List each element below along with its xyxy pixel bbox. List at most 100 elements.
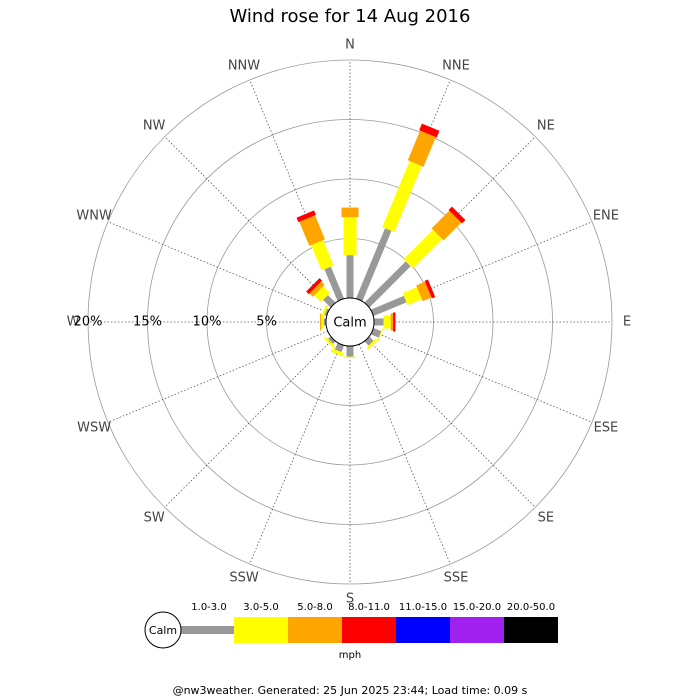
legend-swatch [396, 617, 450, 643]
spoke [358, 344, 451, 565]
bar-segment [346, 255, 354, 298]
bar-segment [346, 346, 354, 357]
bar-segment [370, 295, 407, 317]
spoke [249, 344, 342, 565]
bar-segment [448, 206, 466, 224]
bar-segment [306, 278, 323, 295]
legend-swatch [180, 626, 234, 634]
direction-label: W [67, 315, 80, 330]
bar-segment [424, 279, 436, 299]
bar-segment [311, 240, 334, 271]
bar-segment [320, 304, 329, 318]
spoke [164, 338, 334, 508]
legend-swatch [450, 617, 504, 643]
spoke [366, 338, 536, 508]
bar-segment [355, 228, 392, 302]
bar-segment [390, 313, 394, 331]
bar-segment [334, 342, 345, 353]
bar-segment [328, 336, 336, 344]
direction-bar [306, 278, 336, 308]
legend-swatch [288, 617, 342, 643]
r-tick-label: 15% [133, 315, 162, 330]
direction-label: NNW [228, 59, 260, 74]
spoke [107, 330, 328, 423]
bar-segment [321, 315, 324, 329]
legend-label: 3.0-5.0 [243, 602, 278, 613]
bar-segment [364, 261, 411, 308]
bar-segment [322, 294, 336, 308]
direction-bar [330, 342, 345, 357]
bar-segment [402, 287, 422, 306]
bar-segment [366, 338, 378, 350]
direction-bar [370, 279, 436, 317]
bar-segment [343, 356, 357, 358]
bar-segment [364, 336, 374, 346]
grid-ring [87, 59, 613, 585]
footer: @nw3weather. Generated: 25 Jun 2025 23:4… [173, 684, 528, 697]
direction-label: N [345, 38, 355, 53]
direction-label: ESE [594, 421, 619, 436]
bar-segment [393, 312, 396, 332]
bar-segment [296, 210, 316, 223]
bar-segment [374, 318, 384, 326]
bar-segment [382, 161, 422, 232]
bar-segment [299, 215, 325, 246]
direction-bar [343, 346, 357, 358]
bar-segment [383, 315, 391, 329]
bar-segment [416, 281, 432, 302]
direction-bar [370, 327, 384, 341]
legend-label: 20.0-50.0 [507, 602, 555, 613]
bar-segment [370, 327, 382, 338]
direction-label: ENE [593, 208, 619, 223]
bar-segment [377, 328, 384, 341]
legend-label: 11.0-15.0 [399, 602, 447, 613]
direction-bar [374, 312, 396, 332]
bar-segment [403, 229, 443, 269]
spoke [107, 221, 328, 314]
calm-label: Calm [333, 316, 366, 331]
calm-circle [325, 297, 375, 347]
direction-bar [341, 207, 359, 298]
spoke [164, 136, 334, 306]
r-tick-label: 20% [74, 315, 103, 330]
legend-label: 5.0-8.0 [297, 602, 332, 613]
direction-label: NE [537, 119, 555, 134]
legend-label: 8.0-11.0 [348, 602, 390, 613]
bar-segment [320, 313, 322, 331]
bar-segment [343, 217, 357, 256]
direction-bar [320, 313, 327, 331]
bar-segment [324, 336, 336, 348]
bar-segment [323, 318, 327, 326]
legend-swatch [234, 617, 288, 643]
direction-label: WNW [76, 208, 112, 223]
legend-calm-label: Calm [149, 624, 177, 637]
direction-label: SSW [229, 570, 259, 585]
direction-bar [324, 336, 336, 348]
legend-label: 15.0-20.0 [453, 602, 501, 613]
legend-label: 1.0-3.0 [191, 602, 226, 613]
direction-label: NNE [442, 59, 470, 74]
direction-label: SSE [444, 570, 469, 585]
direction-bar [320, 304, 330, 318]
direction-label: S [346, 592, 354, 607]
direction-label: SE [538, 510, 554, 525]
bar-segment [407, 130, 436, 167]
bar-segment [324, 308, 330, 317]
direction-bar [364, 336, 378, 350]
bar-segment [330, 348, 345, 357]
spoke [372, 330, 593, 423]
legend-calm-circle [144, 611, 182, 649]
direction-bar [355, 123, 440, 302]
direction-label: SW [144, 510, 165, 525]
legend-title: mph [339, 650, 361, 661]
bar-segment [324, 266, 345, 302]
direction-label: WSW [77, 421, 111, 436]
direction-label: E [623, 315, 631, 330]
bar-segment [309, 281, 325, 297]
bar-segment [419, 123, 440, 138]
bar-segment [431, 210, 462, 241]
chart-title: Wind rose for 14 Aug 2016 [230, 6, 471, 27]
bar-segment [341, 207, 359, 218]
